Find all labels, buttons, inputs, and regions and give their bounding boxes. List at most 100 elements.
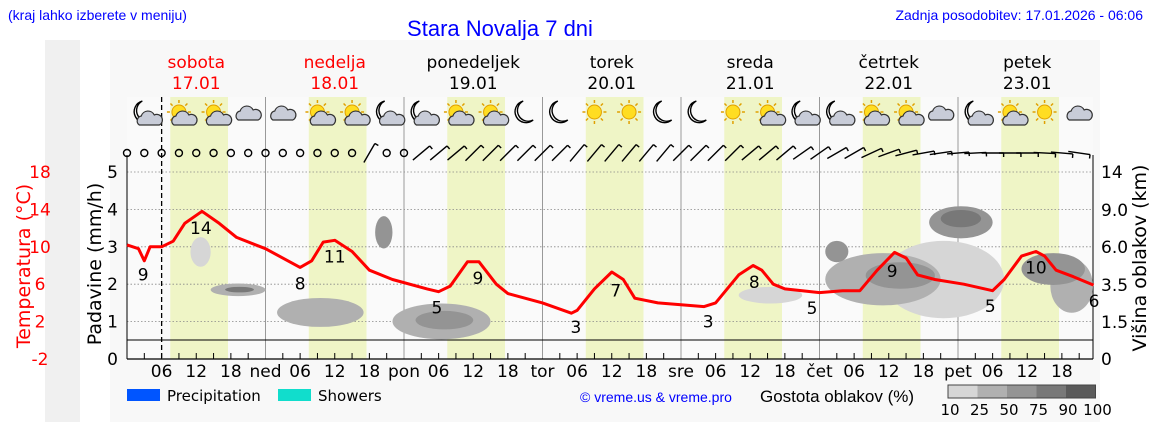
cloud-density-swatch (1007, 385, 1037, 398)
cloud-shape (413, 110, 440, 126)
sun-ray (600, 102, 604, 107)
wind-feather (863, 147, 867, 152)
temp-tick: 6 (35, 275, 46, 295)
wind-calm-icon (347, 148, 357, 158)
daylight-band (1001, 97, 1059, 359)
x-tick-day: sre (668, 362, 694, 382)
wind-shaft (604, 144, 620, 162)
sun-cloud-icon (166, 100, 198, 126)
day-name: torek (590, 53, 634, 73)
cloud-patch (375, 216, 393, 249)
sun-cloud-icon (443, 100, 475, 126)
wind-barb-icon (792, 146, 815, 160)
cloud-height-tick: 6.0 (1101, 238, 1128, 258)
wind-calm-icon (122, 148, 132, 158)
x-tick-hour: 12 (462, 362, 484, 382)
cloud-shape (344, 110, 371, 126)
day-date: 22.01 (864, 74, 913, 94)
location-hint[interactable]: (kraj lahko izberete v meniju) (8, 7, 187, 23)
wind-barb-icon (775, 145, 797, 161)
moon-cloud-icon (964, 100, 994, 126)
sun-ray (446, 102, 451, 107)
temperature-label: 6 (1089, 292, 1100, 312)
temperature-label: 3 (571, 318, 582, 338)
x-tick-hour: 06 (289, 362, 311, 382)
wind-barb-icon (861, 147, 884, 159)
legend-showers-swatch (278, 389, 311, 401)
temperature-line (126, 209, 1095, 315)
cloud-shape (794, 110, 821, 126)
legend-precipitation-label: Precipitation (167, 387, 261, 405)
cloud-shape (448, 110, 475, 126)
temperature-label: 11 (324, 247, 346, 267)
wind-shaft (499, 144, 517, 162)
wind-shaft (861, 147, 882, 159)
moon-cloud-icon (375, 100, 406, 126)
sun-icon (617, 100, 642, 124)
wind-feather (601, 144, 606, 148)
sun-cloud-icon (478, 100, 510, 126)
day-date: 18.01 (310, 74, 359, 94)
sun-ray (723, 117, 728, 122)
wind-barb-icon (604, 144, 623, 162)
cloud-density-level: 50 (999, 401, 1018, 419)
cloud-height-tick: 0 (1101, 350, 1112, 370)
page-title: Stara Novalja 7 dni (407, 16, 593, 41)
sun-ray (1015, 102, 1019, 107)
wind-calm-icon (243, 148, 253, 158)
wind-shaft (638, 144, 654, 162)
wind-shaft (1033, 151, 1056, 155)
copyright-link[interactable]: © vreme.us & vreme.pro (580, 389, 732, 405)
x-tick-hour: 18 (497, 362, 519, 382)
sun-cloud-icon (755, 100, 787, 126)
x-tick-hour: 06 (843, 362, 865, 382)
sun-ray (634, 117, 639, 122)
wind-barb-icon (690, 144, 710, 162)
x-tick-day: ned (249, 362, 281, 382)
wind-feather (480, 144, 485, 149)
sun-ray (585, 117, 589, 122)
wind-shaft (621, 144, 637, 162)
x-tick-hour: 18 (359, 362, 381, 382)
precip-tick: 2 (107, 275, 118, 295)
moon-icon (514, 100, 534, 124)
wind-feather (446, 145, 451, 150)
wind-shaft (672, 144, 690, 162)
wind-feather (652, 144, 657, 148)
wind-feather (583, 144, 588, 148)
sun-ray (620, 102, 624, 107)
cloud-shape (1066, 105, 1093, 121)
x-tick-hour: 06 (705, 362, 727, 382)
x-tick-hour: 18 (220, 362, 242, 382)
sun-ray (169, 102, 174, 107)
daylight-band (862, 97, 921, 359)
wind-calm-icon (399, 148, 409, 158)
day-name: nedelja (304, 53, 366, 73)
wind-barb-icon (826, 146, 849, 160)
wind-calm-icon (278, 148, 288, 158)
wind-barb-icon (844, 146, 867, 160)
sun-shape (586, 104, 602, 120)
x-tick-day: tor (530, 362, 554, 382)
wind-barb-icon (724, 144, 745, 162)
x-tick-day: čet (806, 362, 833, 382)
wind-feather (549, 144, 554, 149)
wind-shaft (724, 144, 742, 162)
wind-barb-icon (447, 145, 468, 161)
moon-shape (549, 100, 569, 124)
temperature-label: 8 (749, 273, 760, 293)
sun-ray (634, 102, 639, 107)
moon-shape (652, 100, 673, 124)
cloud-patch (865, 262, 935, 289)
wind-shaft (1050, 151, 1073, 155)
wind-shaft (656, 144, 672, 162)
wind-shaft (1068, 150, 1091, 156)
wind-feather (827, 146, 832, 151)
cloud-shape (171, 110, 198, 126)
wind-feather (758, 145, 762, 150)
sun-ray (323, 102, 327, 107)
wind-barb-icon (464, 144, 485, 162)
cloud-patch (415, 310, 474, 330)
wind-shaft (826, 146, 847, 160)
wind-feather (688, 144, 693, 149)
